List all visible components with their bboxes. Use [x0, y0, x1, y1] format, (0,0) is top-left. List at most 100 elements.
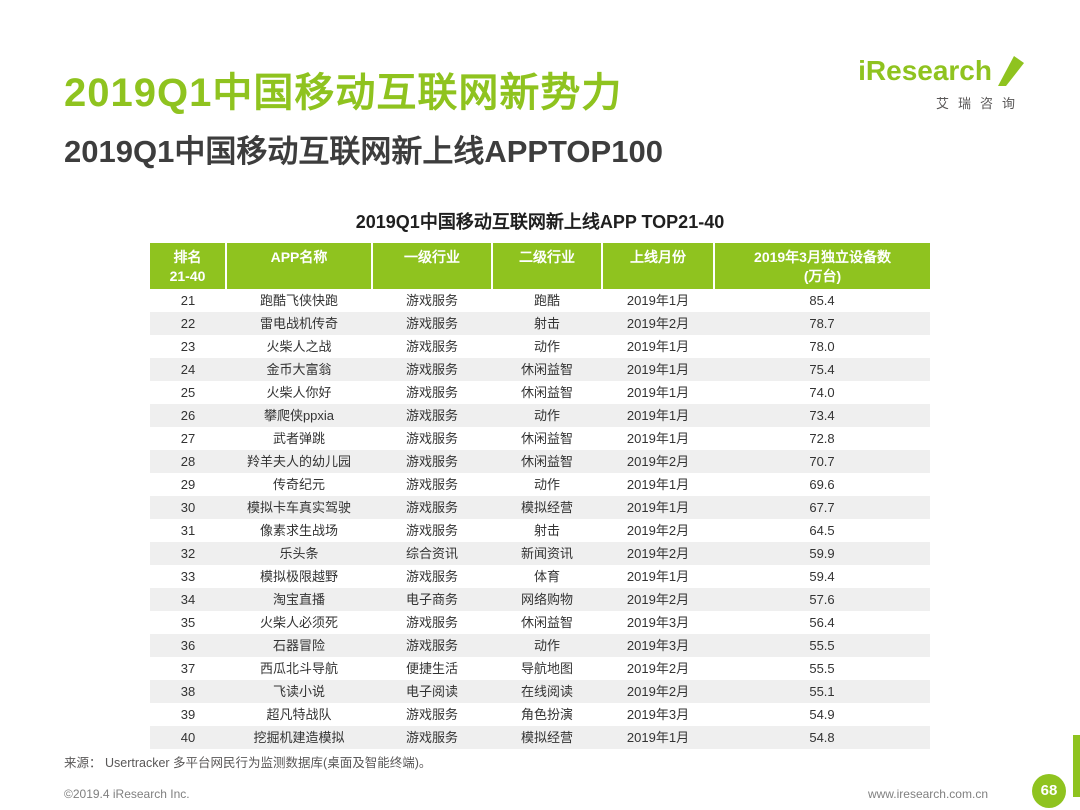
cell-app-name: 西瓜北斗导航	[259, 661, 338, 676]
cell-industry-l2: 休闲益智	[520, 431, 573, 446]
cell-devices: 54.8	[809, 730, 835, 745]
header-industry-l2: 二级行业	[492, 243, 603, 289]
cell-industry-l2: 射击	[533, 523, 560, 538]
cell-devices: 64.5	[809, 523, 835, 538]
table-row: 37 西瓜北斗导航 便捷生活 导航地图 2019年2月 55.5	[150, 657, 930, 680]
cell-industry-l1: 游戏服务	[405, 293, 458, 308]
cell-launch-month: 2019年1月	[626, 408, 690, 423]
cell-industry-l1: 游戏服务	[405, 569, 458, 584]
cell-app-name: 淘宝直播	[272, 592, 325, 607]
cell-rank: 28	[180, 454, 196, 469]
website-text: www.iresearch.com.cn	[867, 787, 988, 801]
cell-app-name: 跑酷飞侠快跑	[259, 293, 338, 308]
cell-devices: 59.4	[809, 569, 835, 584]
source-note: 来源： Usertracker 多平台网民行为监测数据库(桌面及智能终端)。	[64, 756, 432, 770]
table-row: 24 金币大富翁 游戏服务 休闲益智 2019年1月 75.4	[150, 358, 930, 381]
app-ranking-table: 排名 21-40 APP名称 一级行业 二级行业	[150, 243, 930, 749]
cell-rank: 22	[180, 316, 196, 331]
cell-devices: 78.0	[809, 339, 835, 354]
cell-industry-l1: 游戏服务	[405, 454, 458, 469]
cell-industry-l2: 射击	[533, 316, 560, 331]
cell-industry-l1: 游戏服务	[405, 615, 458, 630]
cell-app-name: 挖掘机建造模拟	[253, 730, 345, 745]
cell-industry-l2: 网络购物	[520, 592, 573, 607]
cell-industry-l2: 休闲益智	[520, 385, 573, 400]
cell-rank: 26	[180, 408, 196, 423]
header-app-name: APP名称	[226, 243, 373, 289]
cell-launch-month: 2019年3月	[626, 707, 690, 722]
cell-industry-l2: 模拟经营	[520, 500, 573, 515]
table-row: 34 淘宝直播 电子商务 网络购物 2019年2月 57.6	[150, 588, 930, 611]
table-row: 35 火柴人必须死 游戏服务 休闲益智 2019年3月 56.4	[150, 611, 930, 634]
cell-launch-month: 2019年1月	[626, 477, 690, 492]
cell-app-name: 火柴人你好	[266, 385, 332, 400]
cell-app-name: 飞读小说	[272, 684, 325, 699]
cell-app-name: 火柴人必须死	[259, 615, 338, 630]
cell-devices: 55.5	[809, 638, 835, 653]
cell-rank: 36	[180, 638, 196, 653]
logo-leaf-icon	[998, 56, 1024, 86]
cell-industry-l2: 体育	[533, 569, 560, 584]
table-body: 21 跑酷飞侠快跑 游戏服务 跑酷 2019年1月 85.4 22 雷电战机传奇 游戏服务 射击 2…	[150, 289, 930, 749]
cell-devices: 54.9	[809, 707, 835, 722]
table-row: 27 武者弹跳 游戏服务 休闲益智 2019年1月 72.8	[150, 427, 930, 450]
header-launch-month: 上线月份	[602, 243, 715, 289]
cell-devices: 85.4	[809, 293, 835, 308]
cell-industry-l2: 角色扮演	[520, 707, 573, 722]
header-industry-l1: 一级行业	[372, 243, 493, 289]
cell-industry-l2: 在线阅读	[520, 684, 573, 699]
table-row: 40 挖掘机建造模拟 游戏服务 模拟经营 2019年1月 54.8	[150, 726, 930, 749]
cell-rank: 31	[180, 523, 196, 538]
page-title: 2019Q1中国移动互联网新势力	[64, 71, 623, 115]
cell-devices: 67.7	[809, 500, 835, 515]
logo-brand-chinese: 艾瑞咨询	[935, 96, 1024, 111]
cell-industry-l2: 动作	[533, 408, 560, 423]
cell-devices: 57.6	[809, 592, 835, 607]
cell-launch-month: 2019年1月	[626, 500, 690, 515]
cell-rank: 39	[180, 707, 196, 722]
cell-launch-month: 2019年1月	[626, 730, 690, 745]
cell-industry-l2: 休闲益智	[520, 362, 573, 377]
cell-industry-l2: 动作	[533, 638, 560, 653]
cell-industry-l2: 跑酷	[533, 293, 560, 308]
right-edge-ribbon	[1073, 735, 1080, 797]
cell-industry-l1: 便捷生活	[405, 661, 458, 676]
cell-app-name: 金币大富翁	[266, 362, 332, 377]
cell-industry-l2: 休闲益智	[520, 454, 573, 469]
cell-launch-month: 2019年2月	[626, 592, 690, 607]
cell-industry-l1: 电子商务	[405, 592, 458, 607]
table-row: 30 模拟卡车真实驾驶 游戏服务 模拟经营 2019年1月 67.7	[150, 496, 930, 519]
cell-app-name: 像素求生战场	[259, 523, 338, 538]
cell-industry-l1: 游戏服务	[405, 385, 458, 400]
copyright-text: ©2019.4 iResearch Inc.	[64, 787, 190, 801]
cell-app-name: 羚羊夫人的幼儿园	[246, 454, 351, 469]
cell-rank: 23	[180, 339, 196, 354]
cell-launch-month: 2019年1月	[626, 431, 690, 446]
table-row: 21 跑酷飞侠快跑 游戏服务 跑酷 2019年1月 85.4	[150, 289, 930, 312]
cell-devices: 55.5	[809, 661, 835, 676]
header-rank: 排名 21-40	[150, 243, 227, 289]
cell-devices: 56.4	[809, 615, 835, 630]
table-row: 31 像素求生战场 游戏服务 射击 2019年2月 64.5	[150, 519, 930, 542]
cell-app-name: 传奇纪元	[272, 477, 325, 492]
cell-industry-l1: 游戏服务	[405, 339, 458, 354]
cell-launch-month: 2019年2月	[626, 661, 690, 676]
cell-rank: 25	[180, 385, 196, 400]
cell-rank: 29	[180, 477, 196, 492]
cell-rank: 40	[180, 730, 196, 745]
table-header: 排名 21-40 APP名称 一级行业 二级行业	[150, 243, 930, 289]
cell-industry-l2: 模拟经营	[520, 730, 573, 745]
cell-devices: 69.6	[809, 477, 835, 492]
cell-rank: 21	[180, 293, 196, 308]
cell-rank: 35	[180, 615, 196, 630]
cell-rank: 37	[180, 661, 196, 676]
cell-launch-month: 2019年2月	[626, 454, 690, 469]
cell-industry-l1: 游戏服务	[405, 638, 458, 653]
iresearch-logo: iResearch 艾瑞咨询	[858, 56, 1024, 112]
cell-rank: 33	[180, 569, 196, 584]
app-ranking-table-section: 2019Q1中国移动互联网新上线APP TOP21-40 排名 21-40 AP…	[150, 208, 930, 749]
header-devices: 2019年3月独立设备数 (万台)	[714, 243, 930, 289]
table-row: 22 雷电战机传奇 游戏服务 射击 2019年2月 78.7	[150, 312, 930, 335]
cell-launch-month: 2019年1月	[626, 293, 690, 308]
